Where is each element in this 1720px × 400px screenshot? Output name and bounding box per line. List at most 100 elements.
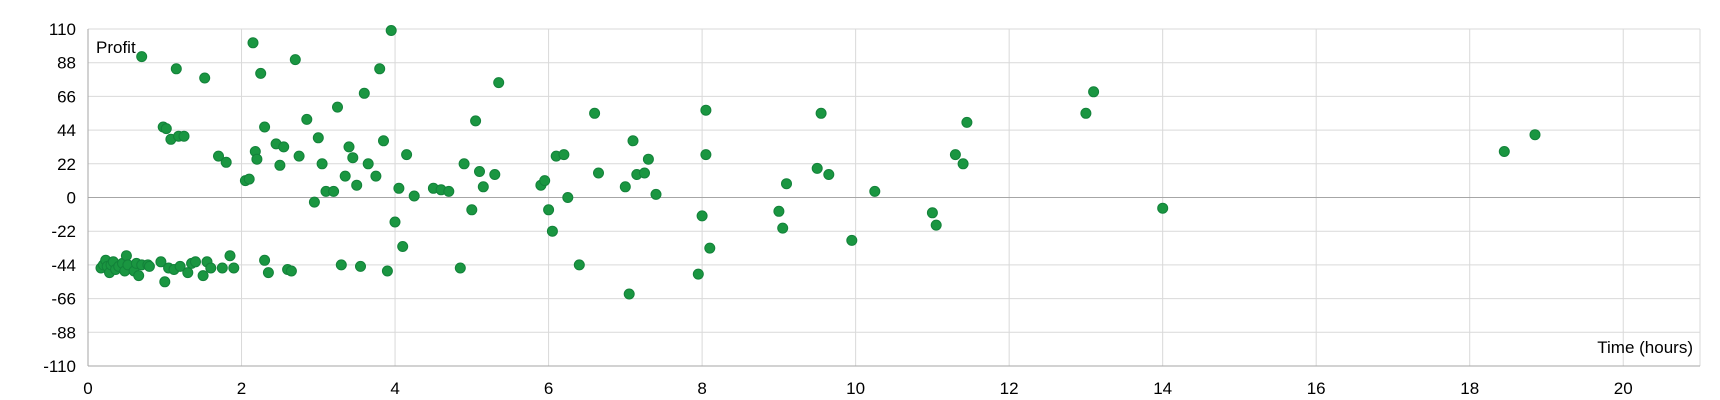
x-tick-label: 18 bbox=[1460, 379, 1479, 398]
data-point bbox=[869, 185, 881, 197]
x-tick-label: 8 bbox=[697, 379, 706, 398]
data-point bbox=[558, 149, 570, 161]
x-tick-label: 12 bbox=[1000, 379, 1019, 398]
data-point bbox=[930, 219, 942, 231]
data-point bbox=[700, 149, 712, 161]
y-tick-label: 22 bbox=[57, 155, 76, 174]
data-point bbox=[1080, 107, 1092, 119]
data-point bbox=[926, 207, 938, 219]
data-point bbox=[159, 276, 171, 288]
y-tick-label: 66 bbox=[57, 87, 76, 106]
x-tick-label: 6 bbox=[544, 379, 553, 398]
data-point bbox=[316, 158, 328, 170]
data-point bbox=[374, 63, 386, 75]
data-point bbox=[178, 130, 190, 142]
data-point bbox=[811, 162, 823, 174]
data-point bbox=[562, 192, 574, 203]
data-point bbox=[489, 169, 501, 180]
data-point bbox=[543, 204, 555, 216]
data-point bbox=[408, 190, 420, 202]
data-point bbox=[278, 141, 290, 153]
data-point bbox=[777, 222, 789, 234]
data-point bbox=[174, 260, 186, 272]
data-point bbox=[308, 196, 320, 208]
data-point bbox=[328, 185, 340, 197]
data-point bbox=[224, 250, 236, 262]
y-tick-label: -66 bbox=[51, 290, 76, 309]
data-point bbox=[170, 63, 182, 75]
data-point bbox=[120, 250, 132, 262]
data-point bbox=[443, 185, 455, 197]
data-point bbox=[213, 150, 224, 162]
y-tick-label: -22 bbox=[51, 222, 76, 241]
data-point bbox=[262, 267, 274, 279]
data-point bbox=[623, 288, 635, 300]
x-axis-title: Time (hours) bbox=[1597, 338, 1693, 357]
data-point bbox=[358, 87, 370, 99]
x-tick-label: 16 bbox=[1307, 379, 1326, 398]
data-point bbox=[474, 166, 485, 177]
data-point bbox=[259, 121, 271, 133]
data-point bbox=[339, 170, 351, 182]
y-tick-label: -88 bbox=[51, 323, 76, 342]
data-point bbox=[401, 149, 413, 161]
data-point bbox=[301, 113, 313, 125]
x-tick-label: 0 bbox=[83, 379, 92, 398]
data-point bbox=[589, 107, 601, 119]
x-tick-label: 4 bbox=[390, 379, 399, 398]
x-tick-label: 2 bbox=[237, 379, 246, 398]
y-tick-label: 44 bbox=[57, 121, 76, 140]
data-point bbox=[823, 169, 835, 180]
data-point bbox=[228, 262, 240, 274]
data-point bbox=[243, 173, 255, 185]
data-point bbox=[466, 204, 478, 216]
data-point bbox=[381, 265, 393, 277]
data-point bbox=[573, 259, 585, 271]
y-tick-label: -110 bbox=[43, 357, 76, 376]
data-point bbox=[696, 210, 708, 222]
x-tick-label: 14 bbox=[1153, 379, 1172, 398]
data-point bbox=[143, 260, 155, 272]
data-point bbox=[136, 51, 148, 63]
data-point bbox=[949, 149, 961, 161]
data-point bbox=[259, 254, 271, 266]
data-point bbox=[1529, 129, 1541, 141]
x-tick-label: 20 bbox=[1614, 379, 1633, 398]
data-point bbox=[619, 181, 631, 193]
data-point bbox=[454, 262, 466, 274]
data-point bbox=[289, 54, 301, 66]
data-point bbox=[182, 267, 194, 279]
data-point bbox=[347, 152, 359, 164]
y-tick-label: 110 bbox=[49, 20, 76, 39]
data-point bbox=[397, 241, 409, 252]
data-point bbox=[247, 37, 259, 49]
data-point bbox=[197, 270, 209, 282]
data-point bbox=[255, 67, 267, 79]
data-point bbox=[274, 159, 286, 171]
data-point bbox=[393, 182, 405, 194]
data-point bbox=[160, 123, 172, 135]
data-point bbox=[332, 101, 343, 113]
y-tick-label: 0 bbox=[67, 189, 76, 208]
data-point bbox=[773, 205, 785, 217]
data-point bbox=[293, 150, 305, 162]
data-point bbox=[370, 170, 382, 182]
plot-area: 0 2 4 6 8 10 12 14 16 18 20 110 88 66 44 22 0 -22 -44 -66 -8… bbox=[43, 20, 1701, 398]
data-point bbox=[285, 265, 297, 277]
x-tick-label: 10 bbox=[846, 379, 865, 398]
data-point bbox=[362, 158, 374, 170]
data-point bbox=[546, 225, 558, 237]
data-point bbox=[312, 132, 324, 144]
data-point bbox=[1157, 202, 1169, 214]
data-point bbox=[846, 234, 858, 246]
data-point bbox=[642, 153, 654, 165]
data-point bbox=[815, 107, 827, 119]
data-point bbox=[155, 256, 167, 268]
data-point bbox=[199, 72, 211, 84]
data-point bbox=[216, 262, 228, 274]
data-point bbox=[781, 178, 792, 190]
data-point bbox=[593, 167, 604, 179]
data-point bbox=[190, 256, 201, 268]
data-point bbox=[627, 135, 639, 147]
